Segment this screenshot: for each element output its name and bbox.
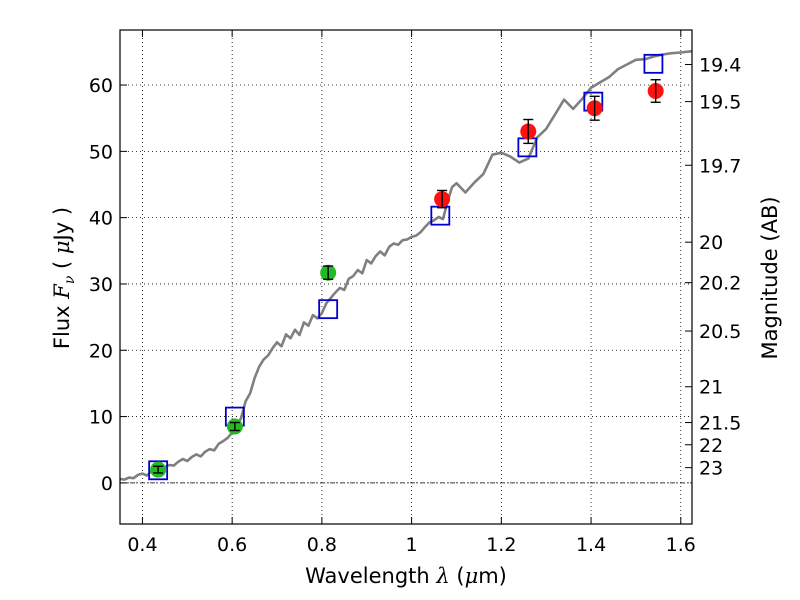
y-tick-label: 20 xyxy=(89,340,113,362)
magnitude-tick-label: 19.4 xyxy=(699,54,741,76)
x-tick-label: 0.4 xyxy=(127,534,157,556)
magnitude-tick-label: 19.5 xyxy=(699,92,741,114)
magnitude-tick-label: 19.7 xyxy=(699,155,741,177)
y-tick-label: 30 xyxy=(89,274,113,296)
series-model-spectrum xyxy=(120,49,692,481)
y-tick-label: 60 xyxy=(89,75,113,97)
model-photometry-marker xyxy=(318,299,339,320)
x-tick-label: 1.4 xyxy=(576,534,606,556)
y-tick-label: 50 xyxy=(89,141,113,163)
y-tick-label: 0 xyxy=(101,473,113,495)
model-photometry-marker xyxy=(148,460,169,481)
y-axis-title: Flux Fν ( μJy ) xyxy=(50,207,78,349)
plot-clip-group xyxy=(120,49,692,481)
magnitude-tick-label: 20.5 xyxy=(699,321,741,343)
series-model-photometry xyxy=(148,53,664,481)
model-photometry-marker xyxy=(643,53,664,74)
magnitude-tick-label: 21 xyxy=(699,377,723,399)
magnitude-tick-label: 23 xyxy=(699,458,723,480)
x-tick-label: 1 xyxy=(406,534,418,556)
x-axis-title: Wavelength λ (μm) xyxy=(305,564,507,588)
x-tick-label: 1.2 xyxy=(486,534,516,556)
ticks-layer xyxy=(120,30,692,524)
x-tick-label: 0.6 xyxy=(217,534,247,556)
y-tick-label: 40 xyxy=(89,208,113,230)
spectrum-line xyxy=(120,49,692,481)
magnitude-tick-label: 21.5 xyxy=(699,413,741,435)
plot-frame xyxy=(119,29,693,525)
magnitude-tick-label: 20.2 xyxy=(699,273,741,295)
series-optical-photometry xyxy=(150,264,337,478)
x-tick-label: 1.6 xyxy=(666,534,696,556)
series-near-IR-photometry xyxy=(434,79,664,209)
x-tick-label: 0.8 xyxy=(307,534,337,556)
magnitude-tick-label: 20 xyxy=(699,232,723,254)
tick-labels-layer: 0.4 0.6 0.8 1 1.2 1.4 1.6 0 10 20 30 40 50 60 19.4 19.5… xyxy=(89,54,742,556)
y-tick-label: 10 xyxy=(89,407,113,429)
right-axis-title: Magnitude (AB) xyxy=(758,196,782,359)
magnitude-tick-label: 22 xyxy=(699,435,723,457)
